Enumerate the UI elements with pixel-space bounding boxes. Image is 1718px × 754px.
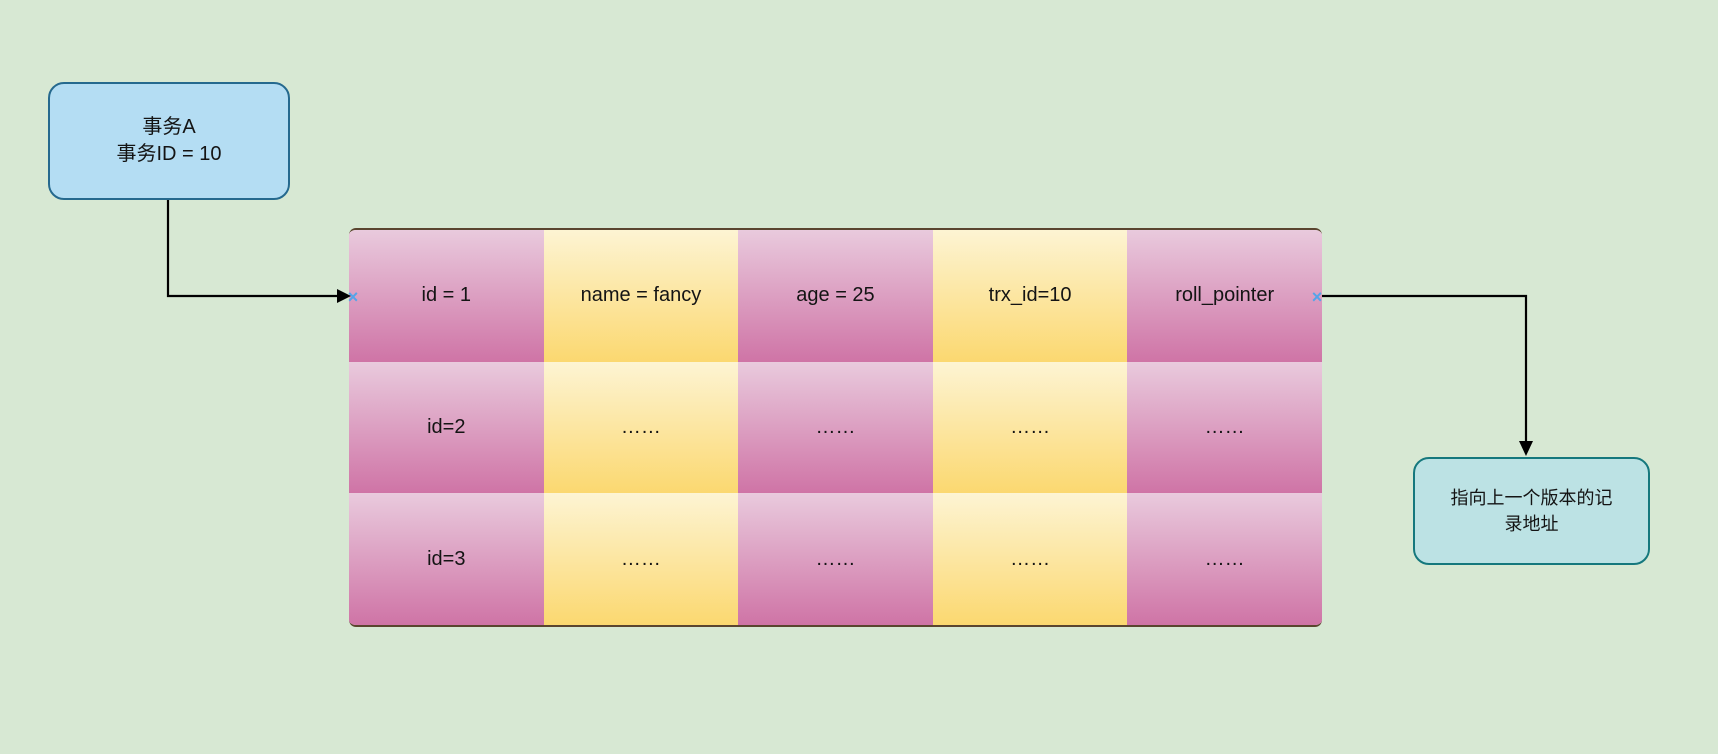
table-cell: …… (932, 361, 1128, 494)
arrow-rollpointer-to-prev-version (1322, 294, 1528, 441)
transaction-box: 事务A 事务ID = 10 (48, 82, 290, 200)
table-cell: …… (738, 361, 933, 494)
table-cell: …… (543, 493, 739, 625)
table-cell: id=3 (349, 493, 544, 625)
table-cell: id=2 (349, 361, 544, 494)
table-row-id3: id=3 …… …… …… …… (349, 493, 1322, 625)
table-cell: …… (1127, 493, 1322, 625)
pointer-target-box: 指向上一个版本的记 录地址 (1413, 457, 1650, 565)
arrowhead-down-icon (1519, 441, 1533, 456)
arrow-transaction-to-record (166, 200, 337, 298)
record-table: id = 1 name = fancy age = 25 trx_id=10 r… (349, 228, 1322, 627)
transaction-box-line1: 事务A (142, 116, 196, 138)
cell-age: age = 25 (738, 230, 933, 362)
table-cell: …… (1127, 361, 1322, 494)
cell-name: name = fancy (543, 230, 739, 362)
pointer-target-line2: 录地址 (1504, 514, 1559, 534)
table-row-current-version: id = 1 name = fancy age = 25 trx_id=10 r… (349, 230, 1322, 362)
cell-trx-id: trx_id=10 (932, 230, 1128, 362)
table-row-id2: id=2 …… …… …… …… (349, 361, 1322, 494)
cell-roll-pointer: roll_pointer (1127, 230, 1322, 362)
table-cell: …… (738, 493, 933, 625)
pointer-target-line1: 指向上一个版本的记 (1450, 488, 1613, 508)
table-cell: …… (932, 493, 1128, 625)
cell-id: id = 1 (349, 230, 544, 362)
table-cell: …… (543, 361, 739, 494)
transaction-box-line2: 事务ID = 10 (116, 143, 222, 165)
